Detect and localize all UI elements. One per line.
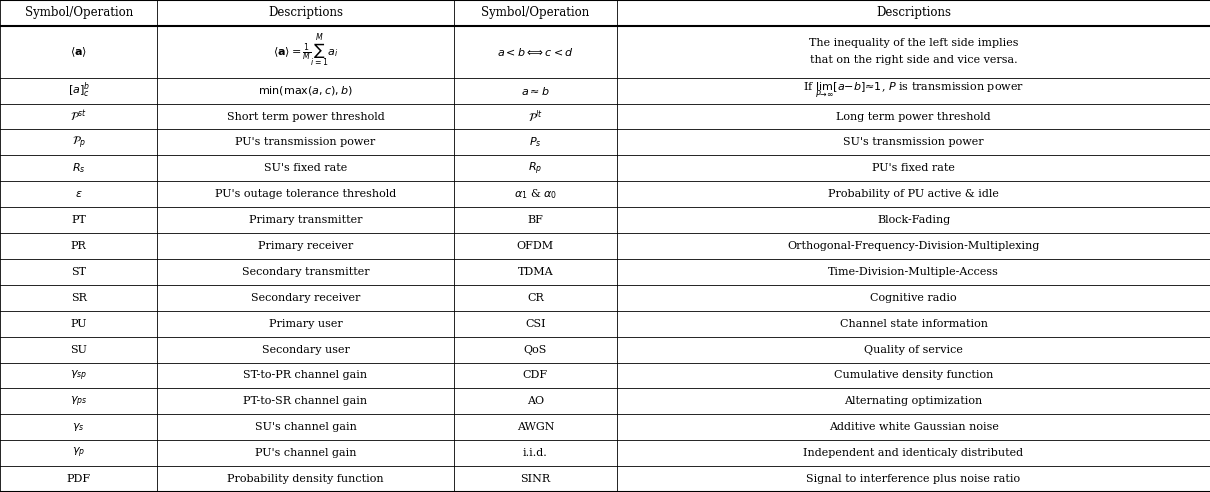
Text: $\gamma_s$: $\gamma_s$ [73, 421, 85, 433]
Text: The inequality of the left side implies: The inequality of the left side implies [808, 38, 1019, 48]
Text: PDF: PDF [67, 474, 91, 484]
Text: Cognitive radio: Cognitive radio [870, 293, 957, 303]
Text: SU's fixed rate: SU's fixed rate [264, 163, 347, 173]
Text: CR: CR [528, 293, 543, 303]
Text: Secondary transmitter: Secondary transmitter [242, 267, 369, 277]
Text: $\mathcal{P}^{lt}$: $\mathcal{P}^{lt}$ [528, 108, 543, 125]
Text: Quality of service: Quality of service [864, 344, 963, 355]
Text: PU: PU [70, 319, 87, 329]
Text: AWGN: AWGN [517, 422, 554, 432]
Text: $a < b \Longleftrightarrow c < d$: $a < b \Longleftrightarrow c < d$ [497, 46, 574, 58]
Text: Primary transmitter: Primary transmitter [249, 215, 362, 225]
Text: Channel state information: Channel state information [840, 319, 987, 329]
Text: $R_s$: $R_s$ [71, 161, 86, 175]
Text: PT-to-SR channel gain: PT-to-SR channel gain [243, 397, 368, 406]
Text: ST-to-PR channel gain: ST-to-PR channel gain [243, 370, 368, 380]
Text: $a \approx b$: $a \approx b$ [522, 85, 549, 96]
Text: Independent and identicaly distributed: Independent and identicaly distributed [803, 448, 1024, 458]
Text: Primary receiver: Primary receiver [258, 241, 353, 251]
Text: If $\lim_{P\to\infty}[a-b]\approx 1$, $P$ is transmission power: If $\lim_{P\to\infty}[a-b]\approx 1$, $P… [803, 81, 1024, 100]
Text: $R_p$: $R_p$ [529, 160, 542, 177]
Text: $\gamma_p$: $\gamma_p$ [73, 446, 85, 461]
Text: Secondary user: Secondary user [261, 344, 350, 355]
Text: Descriptions: Descriptions [269, 6, 342, 20]
Text: Long term power threshold: Long term power threshold [836, 112, 991, 122]
Text: $\langle \mathbf{a} \rangle$: $\langle \mathbf{a} \rangle$ [70, 45, 87, 59]
Text: AO: AO [526, 397, 544, 406]
Text: $\langle \mathbf{a} \rangle = \frac{1}{M} \sum_{i=1}^{M} a_i$: $\langle \mathbf{a} \rangle = \frac{1}{M… [272, 33, 339, 70]
Text: that on the right side and vice versa.: that on the right side and vice versa. [809, 56, 1018, 65]
Text: Alternating optimization: Alternating optimization [845, 397, 983, 406]
Text: SU's transmission power: SU's transmission power [843, 137, 984, 148]
Text: BF: BF [528, 215, 543, 225]
Text: $\min(\max(a,c),b)$: $\min(\max(a,c),b)$ [258, 84, 353, 97]
Text: PU's transmission power: PU's transmission power [236, 137, 375, 148]
Text: $\mathcal{P}^{st}$: $\mathcal{P}^{st}$ [70, 109, 87, 124]
Text: CSI: CSI [525, 319, 546, 329]
Text: SU: SU [70, 344, 87, 355]
Text: i.i.d.: i.i.d. [523, 448, 548, 458]
Text: PU's channel gain: PU's channel gain [255, 448, 356, 458]
Text: $P_s$: $P_s$ [529, 135, 542, 149]
Text: Secondary receiver: Secondary receiver [250, 293, 361, 303]
Text: Signal to interference plus noise ratio: Signal to interference plus noise ratio [807, 474, 1020, 484]
Text: $\epsilon$: $\epsilon$ [75, 189, 82, 199]
Text: PU's fixed rate: PU's fixed rate [872, 163, 955, 173]
Text: $\alpha_1$ & $\alpha_0$: $\alpha_1$ & $\alpha_0$ [514, 187, 557, 201]
Text: ST: ST [71, 267, 86, 277]
Text: Descriptions: Descriptions [876, 6, 951, 20]
Text: QoS: QoS [524, 344, 547, 355]
Text: $\gamma_{ps}$: $\gamma_{ps}$ [70, 394, 87, 408]
Text: CDF: CDF [523, 370, 548, 380]
Text: Additive white Gaussian noise: Additive white Gaussian noise [829, 422, 998, 432]
Text: SU's channel gain: SU's channel gain [254, 422, 357, 432]
Text: PU's outage tolerance threshold: PU's outage tolerance threshold [215, 189, 396, 199]
Text: TDMA: TDMA [518, 267, 553, 277]
Text: Block-Fading: Block-Fading [877, 215, 950, 225]
Text: Orthogonal-Frequency-Division-Multiplexing: Orthogonal-Frequency-Division-Multiplexi… [788, 241, 1039, 251]
Text: $\mathcal{P}_p$: $\mathcal{P}_p$ [71, 134, 86, 151]
Text: Symbol/Operation: Symbol/Operation [24, 6, 133, 20]
Text: Time-Division-Multiple-Access: Time-Division-Multiple-Access [828, 267, 999, 277]
Text: Probability of PU active & idle: Probability of PU active & idle [828, 189, 999, 199]
Text: OFDM: OFDM [517, 241, 554, 251]
Text: PT: PT [71, 215, 86, 225]
Text: Short term power threshold: Short term power threshold [226, 112, 385, 122]
Text: SR: SR [70, 293, 87, 303]
Text: Symbol/Operation: Symbol/Operation [482, 6, 589, 20]
Text: SINR: SINR [520, 474, 551, 484]
Text: $\gamma_{sp}$: $\gamma_{sp}$ [70, 369, 87, 383]
Text: Cumulative density function: Cumulative density function [834, 370, 993, 380]
Text: PR: PR [70, 241, 87, 251]
Text: $[a]_c^b$: $[a]_c^b$ [68, 81, 90, 100]
Text: Primary user: Primary user [269, 319, 342, 329]
Text: Probability density function: Probability density function [227, 474, 384, 484]
